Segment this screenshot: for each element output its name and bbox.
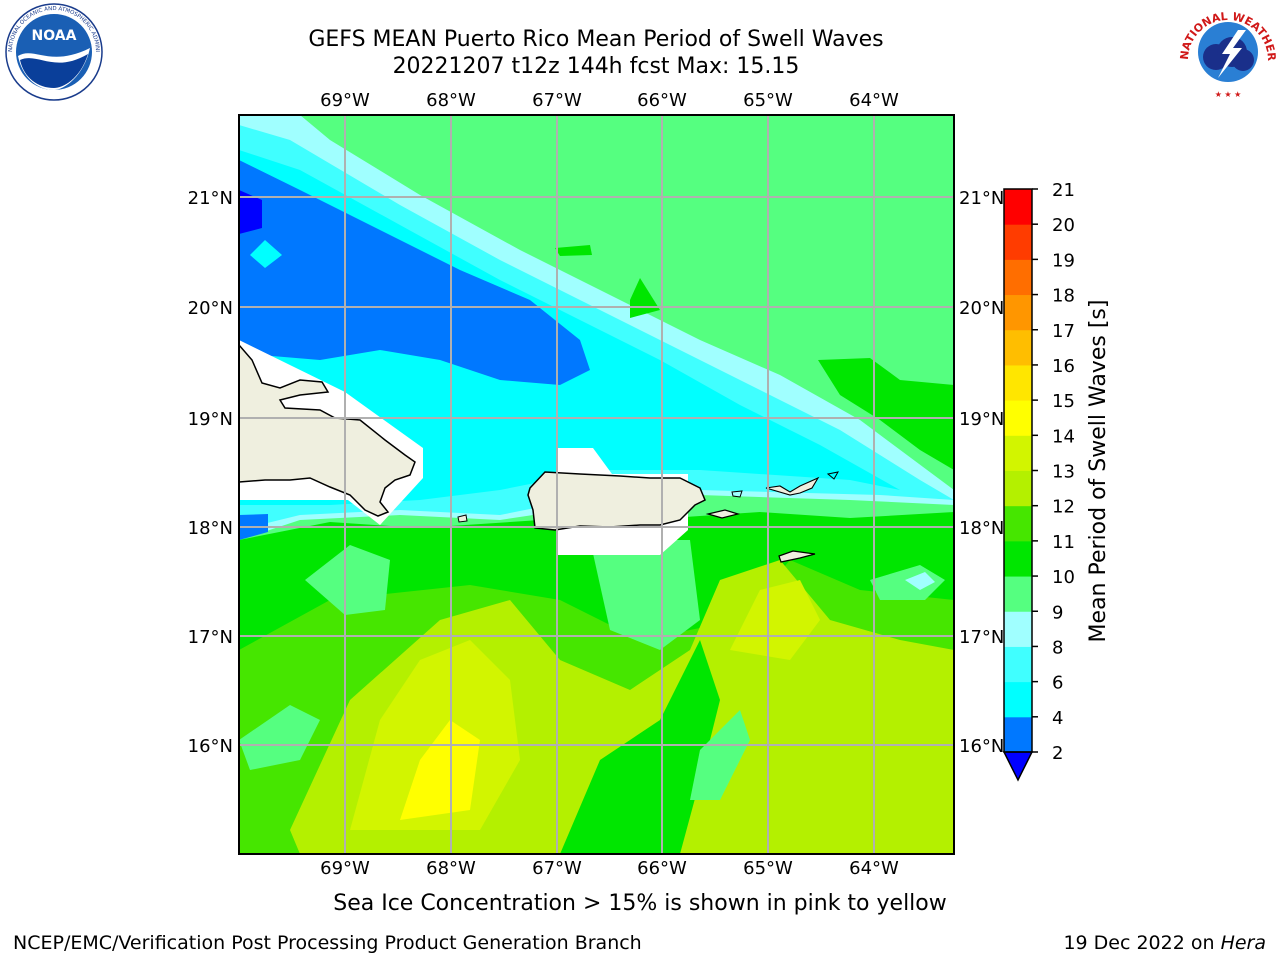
- colorbar-segment: [1004, 540, 1032, 577]
- lon-label-bottom: 67°W: [532, 858, 582, 879]
- contour-9-10-sw: [239, 705, 320, 770]
- colorbar-tick-label: 21: [1052, 180, 1075, 201]
- contour-below-2: [239, 190, 262, 234]
- colorbar-tick-label: 12: [1052, 497, 1075, 518]
- colorbar-label: Mean Period of Swell Waves [s]: [1086, 300, 1111, 643]
- mona-island: [457, 514, 468, 523]
- hispaniola-land: [239, 343, 416, 517]
- colorbar-tick-label: 4: [1052, 708, 1063, 729]
- colorbar-segment: [1004, 716, 1032, 753]
- colorbar-segment: [1004, 576, 1032, 612]
- lon-label-bottom: 66°W: [637, 858, 687, 879]
- lat-label-left: 20°N: [188, 298, 233, 319]
- colorbar-tick-label: 13: [1052, 462, 1075, 483]
- lon-label-bottom: 64°W: [849, 858, 899, 879]
- colorbar-segment: [1004, 681, 1032, 718]
- chart-subtitle: 20221207 t12z 144h fcst Max: 15.15: [392, 54, 800, 79]
- lat-label-right: 17°N: [959, 627, 1004, 648]
- vieques-island: [705, 509, 741, 519]
- colorbar-tick-label: 16: [1052, 356, 1075, 377]
- st-croix-island: [778, 550, 816, 563]
- virgin-islands: [765, 476, 820, 496]
- map-gridlines: [239, 115, 954, 854]
- lat-label-left: 17°N: [188, 627, 233, 648]
- colorbar-segment: [1004, 294, 1032, 331]
- svg-text:NOAA: NOAA: [32, 28, 77, 44]
- contour-14-15: [350, 640, 520, 830]
- nws-logo-icon: NATIONAL WEATHER SERVICE ★ ★ ★: [1178, 2, 1278, 100]
- contour-2-4: [239, 160, 590, 385]
- footer-credit: NCEP/EMC/Verification Post Processing Pr…: [13, 932, 642, 954]
- lat-label-right: 21°N: [959, 188, 1004, 209]
- colorbar-segment: [1004, 505, 1032, 542]
- lon-label-top: 68°W: [426, 90, 476, 111]
- colorbar-tick-label: 11: [1052, 532, 1075, 553]
- colorbar-tick-label: 9: [1052, 602, 1063, 623]
- lon-label-bottom: 68°W: [426, 858, 476, 879]
- colorbar-under-arrow: [1002, 751, 1034, 782]
- colorbar-segment: [1004, 224, 1032, 260]
- lat-label-right: 18°N: [959, 518, 1004, 539]
- lon-label-top: 67°W: [532, 90, 582, 111]
- colorbar-tick-label: 8: [1052, 637, 1063, 658]
- contour-9-10-pr: [590, 540, 700, 650]
- lat-label-right: 19°N: [959, 409, 1004, 430]
- footer-date-text: 19 Dec 2022 on: [1063, 932, 1221, 954]
- contour-14-15b: [730, 580, 820, 660]
- lat-label-right: 20°N: [959, 298, 1004, 319]
- svg-text:★ ★ ★: ★ ★ ★: [1215, 90, 1242, 99]
- lat-label-left: 16°N: [188, 736, 233, 757]
- sea-ice-note: Sea Ice Concentration > 15% is shown in …: [333, 891, 947, 916]
- lon-label-top: 66°W: [637, 90, 687, 111]
- colorbar-segment: [1004, 364, 1032, 401]
- footer-host: Hera: [1220, 932, 1266, 954]
- colorbar-segment: [1004, 259, 1032, 296]
- colorbar-segment: [1004, 646, 1032, 683]
- colorbar-segment: [1004, 470, 1032, 507]
- footer-date: 19 Dec 2022 on Hera: [1063, 931, 1266, 955]
- colorbar-tick-label: 17: [1052, 321, 1075, 342]
- contour-8-9-east: [905, 572, 935, 590]
- colorbar-tick-label: 14: [1052, 426, 1075, 447]
- colorbar-tick-label: 19: [1052, 250, 1075, 271]
- colorbar-segment: [1004, 400, 1032, 436]
- lat-label-right: 16°N: [959, 736, 1004, 757]
- map-frame: [238, 114, 955, 855]
- contour-4-6-patch: [250, 240, 282, 268]
- colorbar-tick-label: 2: [1052, 743, 1063, 764]
- contour-9-10-south: [690, 710, 750, 800]
- lat-label-left: 21°N: [188, 188, 233, 209]
- contour-4-6: [239, 150, 900, 505]
- lon-label-top: 65°W: [743, 90, 793, 111]
- colorbar-segment: [1004, 329, 1032, 366]
- chart-title: GEFS MEAN Puerto Rico Mean Period of Swe…: [308, 27, 884, 52]
- colorbar-segment: [1004, 435, 1032, 471]
- culebra-island: [731, 490, 743, 498]
- colorbar-segment: [1004, 611, 1032, 647]
- contour-10-11-south: [560, 640, 720, 854]
- contour-9-10-mona: [305, 545, 390, 615]
- colorbar: 2 4 6 8 9 10 11 12 13 14 15 16 17 18 19 20 21: [1002, 180, 1075, 782]
- lat-label-left: 18°N: [188, 518, 233, 539]
- contour-10-11-c: [818, 358, 954, 470]
- contour-10-11-a: [555, 245, 592, 256]
- colorbar-segment: [1004, 189, 1032, 225]
- lat-label-left: 19°N: [188, 409, 233, 430]
- lon-label-bottom: 69°W: [320, 858, 370, 879]
- colorbar-tick-label: 20: [1052, 215, 1075, 236]
- lon-label-top: 69°W: [320, 90, 370, 111]
- lon-label-bottom: 65°W: [743, 858, 793, 879]
- colorbar-tick-label: 18: [1052, 286, 1075, 307]
- lon-label-top: 64°W: [849, 90, 899, 111]
- colorbar-tick-label: 6: [1052, 673, 1063, 694]
- colorbar-tick-label: 15: [1052, 391, 1075, 412]
- colorbar-tick-label: 10: [1052, 567, 1075, 588]
- noaa-logo-icon: NOAA NATIONAL OCEANIC AND ATMOSPHERIC AD…: [4, 2, 103, 101]
- anegada-island: [826, 471, 839, 480]
